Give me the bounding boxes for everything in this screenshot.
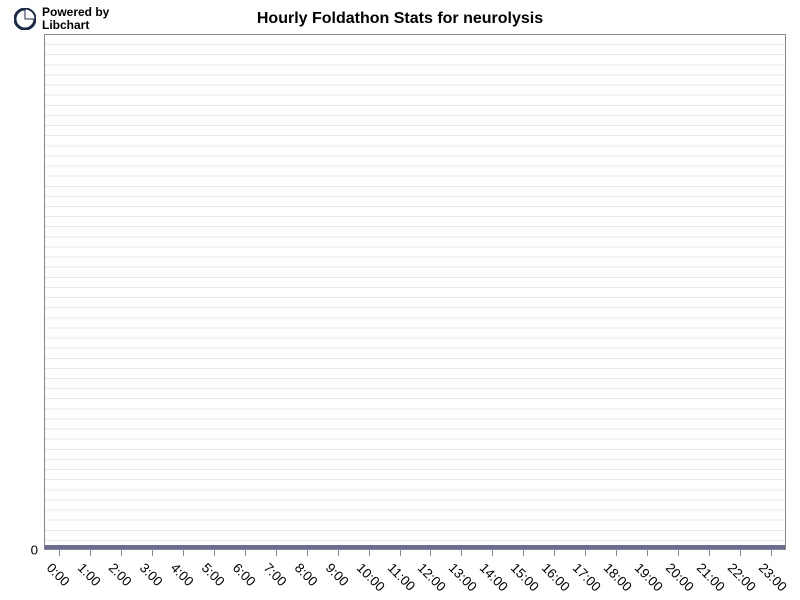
x-tick <box>492 550 493 556</box>
x-tick <box>523 550 524 556</box>
x-tick-label: 23:00 <box>755 560 789 594</box>
y-tick-label: 0 <box>31 543 38 558</box>
x-tick <box>554 550 555 556</box>
x-tick <box>771 550 772 556</box>
x-tick-label: 6:00 <box>230 560 259 589</box>
x-tick-label: 8:00 <box>291 560 320 589</box>
x-tick-label: 12:00 <box>415 560 449 594</box>
x-tick <box>647 550 648 556</box>
x-tick <box>585 550 586 556</box>
x-tick-label: 19:00 <box>632 560 666 594</box>
x-tick-label: 10:00 <box>353 560 387 594</box>
x-tick <box>369 550 370 556</box>
x-tick-label: 11:00 <box>384 560 417 593</box>
x-tick-label: 22:00 <box>724 560 758 594</box>
x-tick <box>678 550 679 556</box>
x-tick-label: 7:00 <box>261 560 290 589</box>
x-tick-label: 13:00 <box>446 560 480 594</box>
x-tick <box>90 550 91 556</box>
x-tick-label: 1:00 <box>75 560 104 589</box>
x-tick <box>59 550 60 556</box>
x-tick-label: 9:00 <box>322 560 351 589</box>
chart-title: Hourly Foldathon Stats for neurolysis <box>0 10 800 28</box>
x-tick-label: 17:00 <box>570 560 604 594</box>
x-tick-label: 3:00 <box>137 560 166 589</box>
x-tick <box>709 550 710 556</box>
x-tick <box>616 550 617 556</box>
x-tick-label: 5:00 <box>199 560 228 589</box>
plot-area <box>44 34 786 550</box>
x-tick <box>245 550 246 556</box>
x-tick-label: 18:00 <box>601 560 635 594</box>
plot-bottom-band <box>45 545 785 549</box>
x-tick-label: 2:00 <box>106 560 135 589</box>
x-tick <box>276 550 277 556</box>
x-tick-label: 0:00 <box>44 560 73 589</box>
x-tick-label: 15:00 <box>508 560 542 594</box>
x-tick <box>430 550 431 556</box>
chart-container: Powered by Libchart Hourly Foldathon Sta… <box>0 0 800 600</box>
x-tick-label: 14:00 <box>477 560 511 594</box>
x-tick <box>307 550 308 556</box>
x-tick-label: 20:00 <box>662 560 696 594</box>
x-tick <box>121 550 122 556</box>
x-tick <box>338 550 339 556</box>
x-tick-label: 16:00 <box>539 560 573 594</box>
x-tick <box>214 550 215 556</box>
x-tick <box>152 550 153 556</box>
x-tick <box>461 550 462 556</box>
x-tick <box>740 550 741 556</box>
x-tick-label: 4:00 <box>168 560 197 589</box>
x-tick <box>400 550 401 556</box>
x-tick <box>183 550 184 556</box>
x-tick-label: 21:00 <box>693 560 727 594</box>
